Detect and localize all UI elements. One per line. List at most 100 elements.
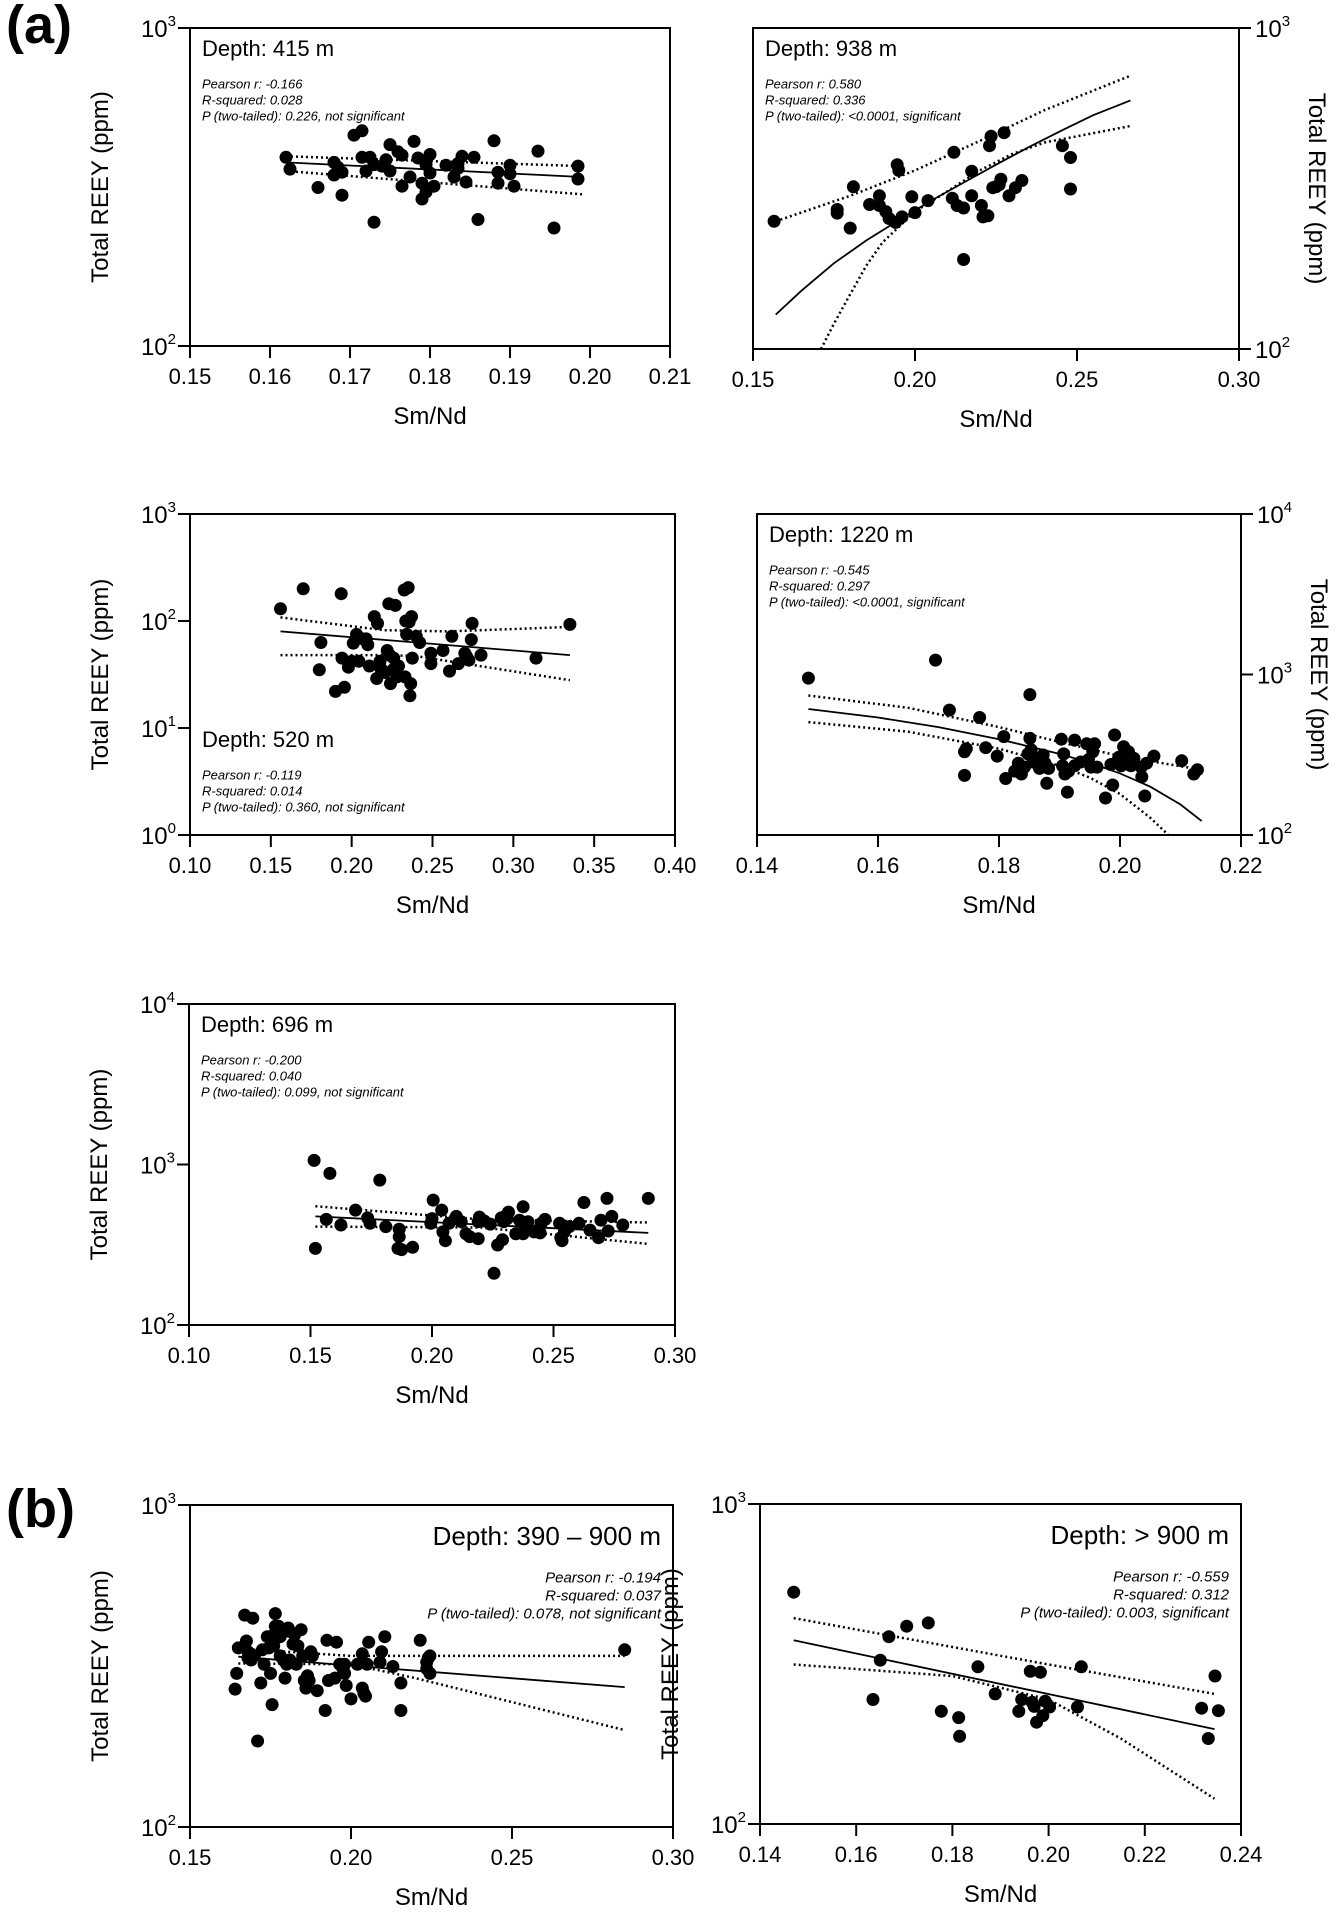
data-point xyxy=(959,742,973,756)
x-tick-label: 0.30 xyxy=(652,1845,695,1870)
data-point xyxy=(971,1660,985,1674)
data-point xyxy=(965,164,979,178)
data-point xyxy=(843,221,857,235)
stat-line: Pearson r: -0.194 xyxy=(545,1570,661,1587)
data-point xyxy=(1040,776,1054,790)
data-point xyxy=(312,663,326,677)
data-point xyxy=(872,189,886,203)
data-point xyxy=(1190,763,1204,777)
data-point xyxy=(407,134,421,148)
x-tick-label: 0.25 xyxy=(491,1845,534,1870)
data-point xyxy=(362,1635,376,1649)
x-axis-label: Sm/Nd xyxy=(959,406,1032,433)
data-point xyxy=(395,179,409,193)
data-point xyxy=(230,1666,244,1680)
stat-line: P (two-tailed): <0.0001, significant xyxy=(765,109,962,124)
stat-line: P (two-tailed): 0.099, not significant xyxy=(201,1085,405,1100)
y-tick-label: 102 xyxy=(141,331,176,361)
data-point xyxy=(360,1657,374,1671)
data-point xyxy=(352,654,366,668)
x-tick-label: 0.16 xyxy=(857,853,900,878)
y-tick-label: 104 xyxy=(1257,499,1292,529)
panel-label-b: (b) xyxy=(6,1479,75,1539)
data-point xyxy=(531,144,545,158)
stat-line: R-squared: 0.037 xyxy=(545,1588,662,1605)
x-tick-label: 0.25 xyxy=(411,853,454,878)
data-point xyxy=(577,1196,591,1209)
chart-b2: 0.14 0.16 0.18 0.20 0.22 0.24Sm/Nd102103Total… xyxy=(657,1489,1262,1908)
data-point xyxy=(882,1630,896,1644)
y-axis-label: Total REEY (ppm) xyxy=(657,1568,684,1760)
data-point xyxy=(308,1241,322,1255)
x-tick-label: 0.25 xyxy=(532,1343,575,1368)
y-tick-exponent: 3 xyxy=(168,1490,176,1507)
y-axis-label: Total REEY (ppm) xyxy=(1305,579,1332,771)
y-tick-exponent: 2 xyxy=(1282,334,1290,351)
data-point xyxy=(274,602,287,616)
stat-line: P (two-tailed): 0.226, not significant xyxy=(202,109,406,124)
depth-title: Depth: 390 – 900 m xyxy=(433,1521,661,1551)
data-point xyxy=(425,1212,439,1226)
data-point xyxy=(1208,1669,1222,1683)
y-tick-exponent: 3 xyxy=(1284,660,1292,677)
y-tick-base: 10 xyxy=(711,1492,738,1519)
data-point xyxy=(455,149,469,163)
data-point xyxy=(388,598,402,612)
x-tick-label: 0.18 xyxy=(931,1842,974,1867)
data-point xyxy=(439,158,453,172)
data-point xyxy=(483,1217,497,1231)
data-point xyxy=(349,1203,362,1217)
y-tick-base: 10 xyxy=(141,716,168,743)
y-tick-label: 103 xyxy=(1257,660,1292,690)
data-point xyxy=(846,180,860,194)
data-point xyxy=(641,1191,655,1205)
data-point xyxy=(394,1704,408,1717)
data-point xyxy=(1071,1700,1084,1714)
depth-title: Depth: 520 m xyxy=(202,727,334,752)
data-point xyxy=(873,1653,887,1667)
data-point xyxy=(994,172,1008,186)
data-point xyxy=(1054,732,1068,746)
y-tick-label: 103 xyxy=(141,13,176,43)
data-point xyxy=(405,610,418,624)
x-tick-label: 0.18 xyxy=(409,364,452,389)
depth-title: Depth: 1220 m xyxy=(769,522,913,547)
x-tick-label: 0.20 xyxy=(1099,853,1142,878)
data-point xyxy=(997,126,1011,140)
data-point xyxy=(507,179,521,193)
y-tick-label: 102 xyxy=(711,1809,746,1839)
data-point xyxy=(335,165,349,179)
data-point xyxy=(1064,151,1077,164)
data-point xyxy=(947,145,961,159)
data-point xyxy=(1088,737,1102,751)
y-tick-exponent: 3 xyxy=(168,499,176,516)
data-point xyxy=(310,1684,324,1698)
y-tick-exponent: 3 xyxy=(1282,13,1290,30)
data-point xyxy=(405,651,419,665)
y-axis-label: Total REEY (ppm) xyxy=(87,91,114,283)
data-point xyxy=(424,646,438,660)
x-tick-label: 0.40 xyxy=(654,853,697,878)
data-point xyxy=(459,175,473,189)
chart-a5: 0.10 0.15 0.20 0.25 0.30Sm/Nd102103104Total … xyxy=(86,989,696,1409)
data-point xyxy=(529,651,543,665)
y-tick-label: 100 xyxy=(141,820,176,850)
y-tick-base: 10 xyxy=(711,1812,738,1839)
y-tick-base: 10 xyxy=(141,1815,168,1842)
regression-line xyxy=(793,1639,1215,1730)
depth-title: Depth: 938 m xyxy=(765,36,897,61)
data-point xyxy=(424,657,438,671)
y-tick-label: 103 xyxy=(711,1489,746,1519)
data-point xyxy=(830,206,844,220)
x-tick-label: 0.19 xyxy=(489,364,532,389)
stat-line: R-squared: 0.014 xyxy=(202,784,302,799)
data-point xyxy=(355,1647,369,1661)
data-point xyxy=(378,1630,392,1644)
data-point xyxy=(436,644,450,657)
data-point xyxy=(251,1734,265,1748)
y-tick-label: 103 xyxy=(1255,13,1290,43)
stat-line: R-squared: 0.040 xyxy=(201,1069,302,1084)
data-point xyxy=(445,629,459,643)
